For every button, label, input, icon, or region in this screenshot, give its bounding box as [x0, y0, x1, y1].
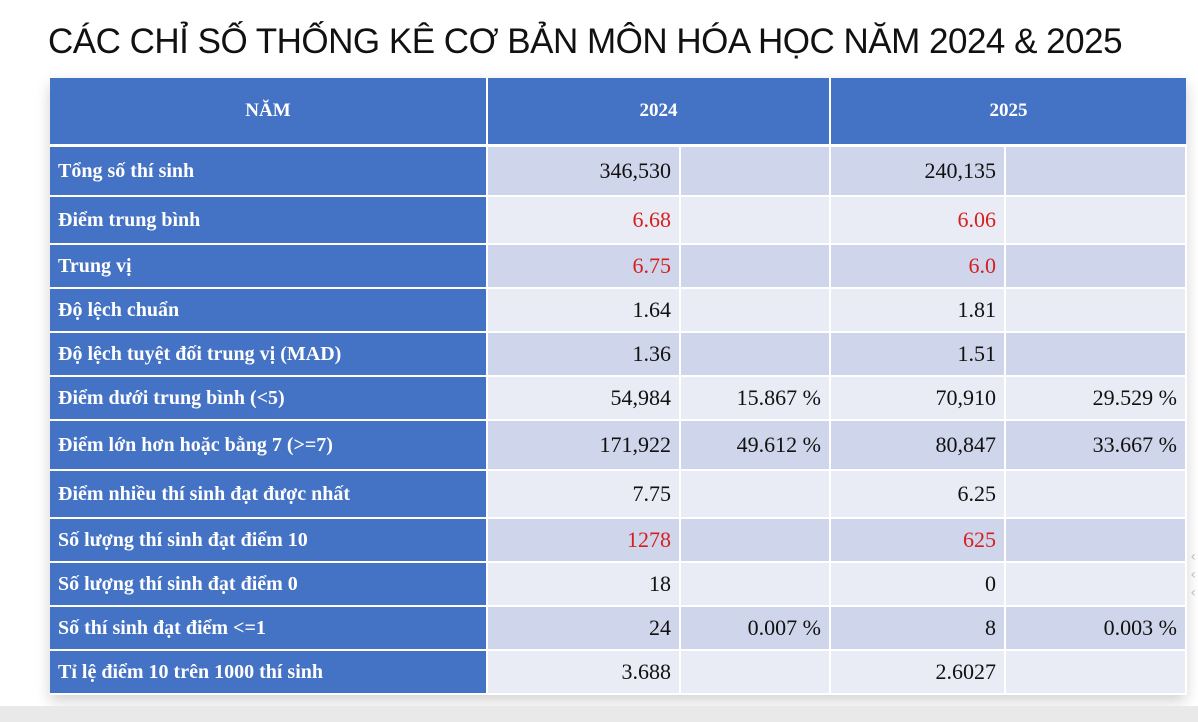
row-label: Điểm lớn hơn hoặc bằng 7 (>=7): [50, 420, 488, 471]
bottom-divider: [0, 706, 1198, 722]
table-row: Điểm lớn hơn hoặc bằng 7 (>=7) 171,922 4…: [50, 420, 1187, 471]
table-row: Điểm dưới trung bình (<5) 54,984 15.867 …: [50, 376, 1187, 421]
value-2024: 18: [487, 562, 681, 607]
table-row: Số lượng thí sinh đạt điểm 10 1278 625: [50, 518, 1187, 563]
table-header-row: NĂM 2024 2025: [50, 78, 1186, 147]
row-label: Số lượng thí sinh đạt điểm 0: [50, 562, 488, 607]
table-row: Số lượng thí sinh đạt điểm 0 18 0: [50, 562, 1187, 607]
percent-2024: 15.867 %: [680, 376, 831, 421]
percent-2025: [1005, 244, 1187, 289]
percent-2025: 33.667 %: [1005, 420, 1187, 471]
value-2025: 6.25: [830, 470, 1006, 519]
row-label: Số lượng thí sinh đạt điểm 10: [50, 518, 488, 563]
table-row: Số thí sinh đạt điểm <=1 24 0.007 % 8 0.…: [50, 606, 1187, 651]
value-2024: 6.75: [487, 244, 681, 289]
percent-2025: [1005, 196, 1187, 245]
value-2024: 1.64: [487, 288, 681, 333]
percent-2024: 49.612 %: [680, 420, 831, 471]
value-2024: 6.68: [487, 196, 681, 245]
value-2024: 24: [487, 606, 681, 651]
percent-2025: [1005, 650, 1187, 695]
header-year-2024: 2024: [487, 78, 831, 147]
value-2024: 1278: [487, 518, 681, 563]
percent-2024: [680, 518, 831, 563]
row-label: Tổng số thí sinh: [50, 145, 488, 197]
percent-2025: [1005, 470, 1187, 519]
percent-2024: [680, 470, 831, 519]
percent-2025: [1005, 518, 1187, 563]
percent-2025: [1005, 332, 1187, 377]
value-2025: 240,135: [830, 145, 1006, 197]
row-label: Độ lệch chuẩn: [50, 288, 488, 333]
value-2025: 6.06: [830, 196, 1006, 245]
percent-2024: [680, 650, 831, 695]
percent-2025: 29.529 %: [1005, 376, 1187, 421]
value-2024: 171,922: [487, 420, 681, 471]
table-row: Trung vị 6.75 6.0: [50, 244, 1187, 289]
percent-2024: [680, 196, 831, 245]
value-2024: 7.75: [487, 470, 681, 519]
value-2025: 2.6027: [830, 650, 1006, 695]
percent-2025: [1005, 288, 1187, 333]
percent-2025: [1005, 145, 1187, 197]
value-2025: 6.0: [830, 244, 1006, 289]
row-label: Độ lệch tuyệt đối trung vị (MAD): [50, 332, 488, 377]
percent-2024: [680, 562, 831, 607]
edge-chevron-icon: ‹ ‹ ‹: [1190, 549, 1196, 601]
row-label: Điểm dưới trung bình (<5): [50, 376, 488, 421]
page-title: CÁC CHỈ SỐ THỐNG KÊ CƠ BẢN MÔN HÓA HỌC N…: [48, 22, 1123, 61]
value-2024: 346,530: [487, 145, 681, 197]
percent-2025: 0.003 %: [1005, 606, 1187, 651]
value-2025: 8: [830, 606, 1006, 651]
percent-2024: [680, 244, 831, 289]
row-label: Số thí sinh đạt điểm <=1: [50, 606, 488, 651]
row-label: Điểm trung bình: [50, 196, 488, 245]
value-2025: 0: [830, 562, 1006, 607]
header-year-label: NĂM: [50, 78, 488, 147]
table-row: Điểm nhiều thí sinh đạt được nhất 7.75 6…: [50, 470, 1187, 519]
row-label: Trung vị: [50, 244, 488, 289]
row-label: Tỉ lệ điểm 10 trên 1000 thí sinh: [50, 650, 488, 695]
value-2025: 70,910: [830, 376, 1006, 421]
value-2025: 625: [830, 518, 1006, 563]
statistics-table: NĂM 2024 2025 Tổng số thí sinh 346,530 2…: [50, 78, 1187, 695]
value-2024: 1.36: [487, 332, 681, 377]
percent-2024: [680, 145, 831, 197]
percent-2024: [680, 288, 831, 333]
value-2025: 1.51: [830, 332, 1006, 377]
table-row: Điểm trung bình 6.68 6.06: [50, 196, 1187, 245]
header-year-2025: 2025: [830, 78, 1186, 147]
value-2024: 3.688: [487, 650, 681, 695]
row-label: Điểm nhiều thí sinh đạt được nhất: [50, 470, 488, 519]
percent-2024: [680, 332, 831, 377]
table-row: Độ lệch chuẩn 1.64 1.81: [50, 288, 1187, 333]
value-2025: 1.81: [830, 288, 1006, 333]
table-row: Độ lệch tuyệt đối trung vị (MAD) 1.36 1.…: [50, 332, 1187, 377]
table-row: Tổng số thí sinh 346,530 240,135: [50, 145, 1187, 197]
value-2025: 80,847: [830, 420, 1006, 471]
value-2024: 54,984: [487, 376, 681, 421]
percent-2024: 0.007 %: [680, 606, 831, 651]
table-row: Tỉ lệ điểm 10 trên 1000 thí sinh 3.688 2…: [50, 650, 1187, 695]
percent-2025: [1005, 562, 1187, 607]
